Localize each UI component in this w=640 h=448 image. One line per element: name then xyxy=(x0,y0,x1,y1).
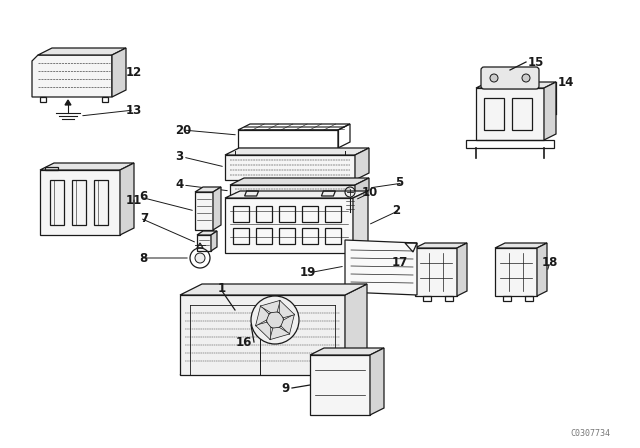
Polygon shape xyxy=(537,243,547,296)
FancyBboxPatch shape xyxy=(481,67,539,89)
Polygon shape xyxy=(269,327,290,340)
Polygon shape xyxy=(415,243,467,248)
Text: 4: 4 xyxy=(175,178,183,191)
Text: 7: 7 xyxy=(140,211,148,224)
Polygon shape xyxy=(370,348,384,415)
Polygon shape xyxy=(353,191,368,253)
Text: 1: 1 xyxy=(218,281,226,294)
Text: 15: 15 xyxy=(528,56,545,69)
Text: 5: 5 xyxy=(395,177,403,190)
Polygon shape xyxy=(279,300,294,318)
Text: 11: 11 xyxy=(126,194,142,207)
Polygon shape xyxy=(255,306,269,326)
Polygon shape xyxy=(38,48,126,55)
Polygon shape xyxy=(180,284,367,295)
Circle shape xyxy=(195,253,205,263)
Text: 8: 8 xyxy=(140,251,148,264)
Polygon shape xyxy=(197,235,211,251)
Circle shape xyxy=(251,296,299,344)
Polygon shape xyxy=(112,48,126,97)
Polygon shape xyxy=(197,231,217,235)
Circle shape xyxy=(522,74,530,82)
Polygon shape xyxy=(415,248,457,296)
Polygon shape xyxy=(195,192,213,230)
Text: 9: 9 xyxy=(282,382,290,395)
Polygon shape xyxy=(213,187,221,230)
Polygon shape xyxy=(40,170,120,235)
Polygon shape xyxy=(225,198,353,253)
Polygon shape xyxy=(225,155,355,180)
Polygon shape xyxy=(544,82,556,140)
Text: 3: 3 xyxy=(175,151,183,164)
Polygon shape xyxy=(310,355,370,415)
Text: C0307734: C0307734 xyxy=(570,429,610,438)
Text: 17: 17 xyxy=(392,255,408,268)
Polygon shape xyxy=(195,187,221,192)
Polygon shape xyxy=(345,240,417,295)
Polygon shape xyxy=(230,178,369,185)
Text: 13: 13 xyxy=(126,103,142,116)
Polygon shape xyxy=(495,248,537,296)
Polygon shape xyxy=(120,163,134,235)
Polygon shape xyxy=(495,243,547,248)
Circle shape xyxy=(490,74,498,82)
Text: 18: 18 xyxy=(542,255,558,268)
Polygon shape xyxy=(211,231,217,251)
Polygon shape xyxy=(457,243,467,296)
Polygon shape xyxy=(230,185,355,197)
Text: 10: 10 xyxy=(362,186,378,199)
Polygon shape xyxy=(345,284,367,375)
Text: 12: 12 xyxy=(126,66,142,79)
Polygon shape xyxy=(310,348,384,355)
Text: 6: 6 xyxy=(140,190,148,203)
Polygon shape xyxy=(180,295,345,375)
Polygon shape xyxy=(65,100,71,105)
Text: 2: 2 xyxy=(392,203,400,216)
Polygon shape xyxy=(225,191,368,198)
Text: 20: 20 xyxy=(175,124,191,137)
Polygon shape xyxy=(281,314,294,334)
Text: 19: 19 xyxy=(300,267,316,280)
Circle shape xyxy=(267,312,284,328)
Polygon shape xyxy=(225,148,369,155)
Polygon shape xyxy=(476,88,544,140)
Polygon shape xyxy=(355,148,369,180)
Polygon shape xyxy=(32,55,112,97)
Polygon shape xyxy=(180,364,367,375)
Polygon shape xyxy=(355,178,369,197)
Polygon shape xyxy=(476,82,556,88)
Polygon shape xyxy=(260,300,280,313)
Polygon shape xyxy=(255,322,271,340)
Text: 16: 16 xyxy=(236,336,252,349)
Text: 14: 14 xyxy=(558,76,574,89)
Polygon shape xyxy=(40,163,134,170)
